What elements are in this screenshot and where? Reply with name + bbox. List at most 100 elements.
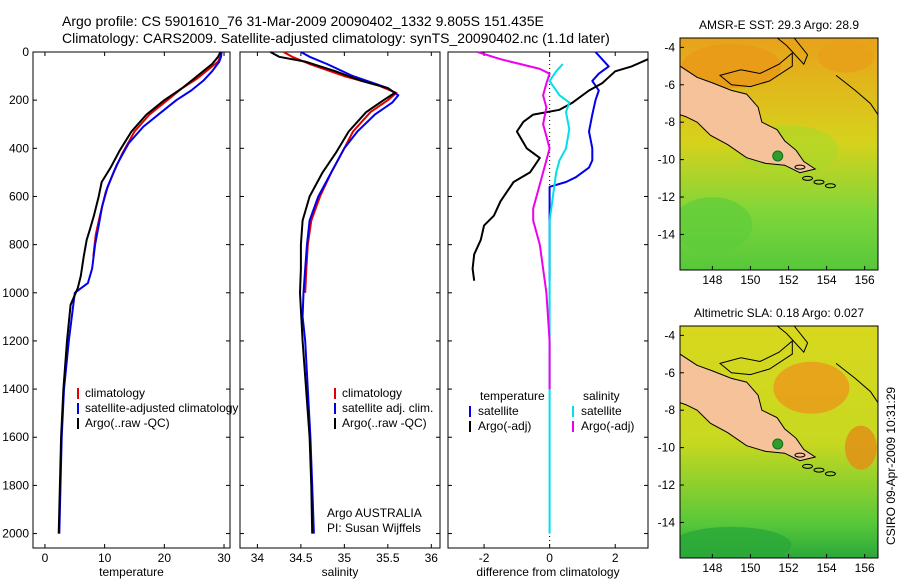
annotation-text: Argo AUSTRALIA — [327, 506, 422, 520]
y-tick-label: 200 — [9, 93, 29, 107]
island-outline — [794, 452, 806, 458]
x-tick-label: 0 — [546, 551, 553, 565]
x-tick-label: 154 — [817, 273, 837, 287]
x-tick-label: 154 — [817, 561, 837, 575]
warm-patch — [817, 40, 874, 73]
coastline-solomons — [835, 363, 878, 403]
series-line-climatology — [283, 51, 398, 293]
legend-entry: Argo(-adj) — [581, 419, 634, 433]
y-tick-label: -8 — [664, 403, 675, 417]
map-panel-sla: Altimetric SLA: 0.18 Argo: 0.027 148 150 15… — [658, 306, 879, 575]
y-tick-label: 800 — [9, 238, 29, 252]
profile-panel-salinity: 34 34.5 35 35.5 36 salinity climatologysatelli… — [239, 51, 441, 579]
landmass-new-guinea — [680, 65, 817, 174]
y-tick-label: 1400 — [2, 382, 29, 396]
x-tick-label: 148 — [702, 273, 722, 287]
x-tick-label: 34 — [251, 551, 265, 565]
map-frame — [679, 325, 879, 559]
coastline-new-britain — [718, 51, 793, 88]
coastline-solomons — [835, 75, 878, 115]
series-line-temperature-satellite — [548, 51, 610, 281]
island-outline — [802, 175, 814, 181]
x-tick-label: -2 — [479, 551, 490, 565]
y-tick-label: 1600 — [2, 430, 29, 444]
map-title: AMSR-E SST: 29.3 Argo: 28.9 — [699, 18, 859, 32]
y-tick-label: -6 — [664, 78, 675, 92]
x-tick-label: 35.5 — [376, 551, 400, 565]
series-line-argo-raw-qc- — [269, 51, 396, 534]
x-tick-label: 30 — [217, 551, 231, 565]
legend-entry: satellite-adjusted climatology — [85, 401, 238, 415]
y-tick-label: -10 — [658, 441, 676, 455]
map-title: Altimetric SLA: 0.18 Argo: 0.027 — [694, 306, 864, 320]
y-tick-label: 1000 — [2, 286, 29, 300]
coastline-new-ireland — [776, 326, 809, 354]
island-outline — [813, 179, 825, 185]
legend-entry: satellite — [478, 404, 519, 418]
legend-entry: Argo(..raw -QC) — [85, 416, 170, 430]
argo-position-marker — [772, 438, 784, 450]
y-tick-label: 1200 — [2, 334, 29, 348]
landmass-new-guinea — [680, 353, 817, 462]
island-outline — [813, 467, 825, 473]
coastline-new-ireland — [776, 38, 809, 66]
annotation-text: PI: Susan Wijffels — [327, 521, 421, 535]
x-tick-label: 150 — [740, 273, 760, 287]
legend-entry: climatology — [85, 386, 145, 400]
y-tick-label: -4 — [664, 328, 675, 342]
x-tick-label: 20 — [158, 551, 172, 565]
y-tick-label: 600 — [9, 189, 29, 203]
x-tick-label: 152 — [779, 561, 799, 575]
y-tick-label: -12 — [658, 190, 676, 204]
x-tick-label: 35 — [338, 551, 352, 565]
map-frame — [679, 37, 879, 271]
x-tick-label: 34.5 — [289, 551, 313, 565]
legend-entry: satellite — [581, 404, 622, 418]
warm-patch — [681, 44, 782, 89]
footer-timestamp: CSIRO 09-Apr-2009 10:31:29 — [884, 387, 898, 545]
y-tick-label: 1800 — [2, 478, 29, 492]
series-line-satellite-adjusted-climatology — [58, 51, 223, 534]
coastline-new-britain — [718, 339, 793, 376]
x-tick-label: 150 — [740, 561, 760, 575]
x-axis-label: difference from climatology — [476, 565, 619, 579]
x-tick-label: 36 — [425, 551, 439, 565]
x-tick-label: 156 — [855, 273, 875, 287]
series-line-argo-raw-qc- — [57, 51, 222, 534]
y-tick-label: 0 — [22, 45, 29, 59]
island-outline — [824, 471, 836, 477]
y-tick-label: -14 — [658, 515, 676, 529]
argo-position-marker — [772, 150, 784, 162]
island-outline — [824, 183, 836, 189]
y-tick-label: -14 — [658, 227, 676, 241]
x-tick-label: 0 — [42, 551, 49, 565]
legend-entry: Argo(-adj) — [478, 419, 531, 433]
legend-entry: satellite adj. clim. — [342, 401, 433, 415]
series-line-salinity-argo-adj- — [477, 51, 551, 390]
cool-patch — [680, 197, 753, 254]
y-tick-label: 400 — [9, 141, 29, 155]
profile-panel-temperature: 0 10 20 30 0 200 400 600 800 1000 1200 1400 1600 1800… — [2, 45, 238, 579]
map-field — [680, 326, 878, 558]
island-outline — [794, 164, 806, 170]
high-sla-patch — [773, 361, 850, 414]
high-sla-patch — [844, 425, 877, 470]
plot-frame — [32, 51, 231, 549]
legend-group-title: salinity — [583, 389, 620, 403]
x-tick-label: 152 — [779, 273, 799, 287]
y-tick-label: -12 — [658, 478, 676, 492]
y-tick-label: -6 — [664, 366, 675, 380]
plot-frame — [447, 51, 649, 549]
legend-group-title: temperature — [480, 389, 545, 403]
legend-entry: Argo(..raw -QC) — [342, 416, 427, 430]
y-tick-label: -4 — [664, 40, 675, 54]
y-tick-label: -8 — [664, 115, 675, 129]
x-axis-label: salinity — [322, 565, 359, 579]
map-panel-sst: AMSR-E SST: 29.3 Argo: 28.9 148 150 152 154 1… — [658, 18, 879, 287]
plot-frame — [239, 51, 441, 549]
y-tick-label: -10 — [658, 153, 676, 167]
y-tick-label: 2000 — [2, 527, 29, 541]
legend-entry: climatology — [342, 386, 402, 400]
